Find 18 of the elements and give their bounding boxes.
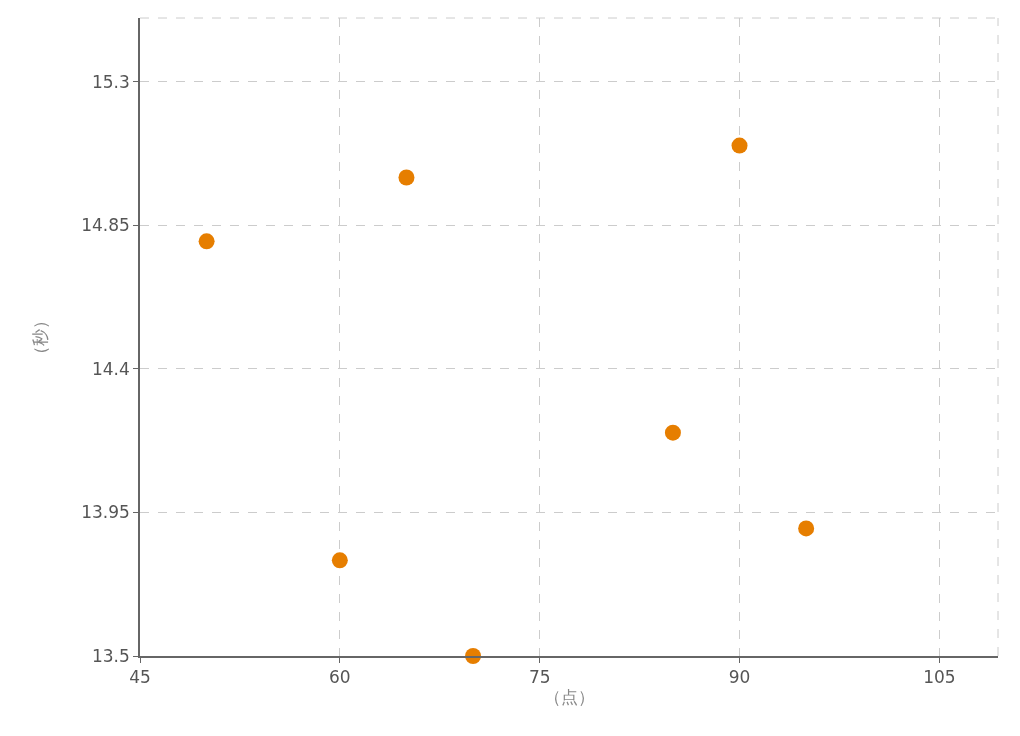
y-tick-label: 13.95 bbox=[81, 502, 130, 523]
x-tick-label: 90 bbox=[728, 667, 751, 688]
y-tick-label: 15.3 bbox=[91, 71, 130, 92]
point bbox=[798, 520, 815, 537]
y-tick-label: 14.4 bbox=[91, 358, 130, 379]
y-tick-label: 14.85 bbox=[81, 215, 130, 236]
x-axis-title: （点） bbox=[543, 687, 595, 708]
point bbox=[664, 424, 681, 441]
x-tick-label: 105 bbox=[923, 667, 956, 688]
point bbox=[331, 552, 348, 569]
x-tick-label: 45 bbox=[129, 667, 151, 688]
x-tick-label: 75 bbox=[528, 667, 551, 688]
x-tick-label: 60 bbox=[329, 667, 351, 688]
point bbox=[198, 233, 215, 250]
point bbox=[731, 137, 748, 154]
point bbox=[398, 169, 415, 186]
y-axis-title: （秒） bbox=[30, 311, 51, 363]
y-tick-label: 13.5 bbox=[91, 645, 130, 666]
